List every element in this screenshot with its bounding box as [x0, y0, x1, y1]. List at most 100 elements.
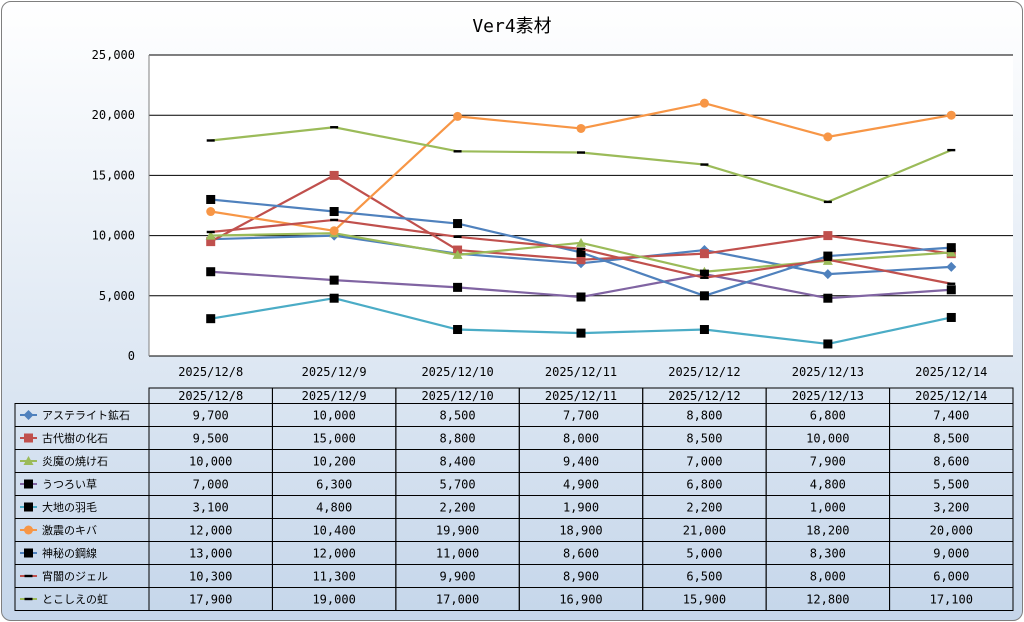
table-value: 6,800 [810, 409, 846, 423]
table-value: 12,800 [806, 593, 849, 607]
data-point [946, 312, 956, 322]
data-point [206, 207, 216, 217]
legend-label: 古代樹の化石 [42, 431, 108, 445]
data-point [576, 255, 586, 265]
y-axis-ticks: 0 5,000 10,000 15,000 20,000 25,000 [92, 48, 135, 363]
data-point [699, 325, 709, 335]
table-value: 9,000 [933, 547, 969, 561]
data-point [946, 285, 956, 295]
table-value: 2,200 [440, 501, 476, 515]
data-point [947, 148, 956, 152]
data-point [206, 139, 215, 142]
data-point [823, 293, 833, 303]
table-value: 11,000 [436, 547, 479, 561]
table-value: 6,500 [686, 570, 722, 584]
table-header-label: 2025/12/12 [668, 389, 740, 403]
table-value: 8,400 [440, 455, 476, 469]
table-value: 1,000 [810, 501, 846, 515]
table-value: 6,000 [933, 570, 969, 584]
y-tick-label: 10,000 [92, 229, 135, 243]
legend-label: 激震のキバ [42, 523, 97, 537]
table-value: 17,100 [930, 593, 973, 607]
table-cell [889, 587, 1014, 611]
x-tick-label: 2025/12/11 [545, 365, 617, 379]
table-value: 6,800 [686, 478, 722, 492]
table-value: 7,000 [193, 478, 229, 492]
table-value: 8,000 [563, 432, 599, 446]
table-value: 15,900 [683, 593, 726, 607]
data-point [823, 132, 833, 142]
data-point [823, 258, 832, 261]
table-value: 19,900 [436, 524, 479, 538]
data-point [330, 218, 339, 222]
table-header-label: 2025/12/14 [915, 389, 987, 403]
series [206, 126, 956, 204]
data-point [576, 123, 586, 133]
x-tick-label: 2025/12/13 [792, 365, 864, 379]
legend-label: 炎魔の焼け石 [42, 454, 108, 468]
table-value: 21,000 [683, 524, 726, 538]
legend-label: 大地の羽毛 [42, 500, 97, 514]
table-value: 9,700 [193, 409, 229, 423]
legend-marker [24, 525, 33, 535]
legend-label: うつろい草 [42, 478, 97, 491]
data-point [453, 150, 462, 153]
data-point [823, 339, 833, 349]
chart-title: Ver4素材 [472, 16, 551, 37]
data-point [206, 237, 216, 247]
table-value: 3,200 [933, 501, 969, 515]
table-value: 10,400 [312, 524, 355, 538]
table-value: 1,900 [563, 501, 599, 515]
table-value: 4,800 [810, 478, 846, 492]
table-value: 5,500 [933, 478, 969, 492]
table-value: 10,000 [806, 432, 849, 446]
data-point [700, 276, 709, 279]
table-value: 8,600 [933, 455, 969, 469]
x-tick-label: 2025/12/10 [421, 365, 493, 379]
table-value: 5,000 [686, 547, 722, 561]
x-tick-label: 2025/12/12 [668, 365, 740, 379]
table-value: 18,200 [806, 524, 849, 538]
y-tick-label: 0 [128, 349, 135, 363]
table-value: 16,900 [559, 593, 602, 607]
table-value: 5,700 [440, 478, 476, 492]
table-value: 20,000 [930, 524, 973, 538]
data-point [453, 282, 463, 292]
table-value: 7,700 [563, 409, 599, 423]
data-point [452, 249, 463, 259]
table-value: 8,000 [810, 570, 846, 584]
data-point [206, 267, 216, 277]
table-value: 19,000 [312, 593, 355, 607]
data-point [576, 328, 586, 338]
table-value: 7,000 [686, 455, 722, 469]
data-point [946, 243, 956, 253]
data-table: 2025/12/8 2025/12/9 2025/12/10 2025/12/11 20… [14, 387, 1014, 611]
table-value: 8,500 [933, 432, 969, 446]
table-value: 6,300 [316, 478, 352, 492]
data-point [453, 325, 463, 335]
table-header-label: 2025/12/9 [302, 389, 367, 403]
table-value: 9,500 [193, 432, 229, 446]
legend-marker [24, 479, 33, 489]
table-value: 4,900 [563, 478, 599, 492]
table-value: 4,800 [316, 501, 352, 515]
data-point [577, 247, 585, 251]
data-point [205, 230, 216, 240]
table-value: 12,000 [189, 524, 232, 538]
data-point [699, 291, 709, 301]
legend-label: 宵闇のジェル [42, 569, 108, 583]
data-point [947, 282, 956, 285]
data-point [453, 235, 462, 239]
data-point [330, 126, 339, 129]
x-tick-label: 2025/12/9 [302, 365, 367, 379]
table-value: 11,300 [312, 570, 355, 584]
legend-label: 神秘の鋼線 [42, 546, 97, 560]
data-point [700, 163, 709, 166]
y-tick-label: 15,000 [92, 168, 135, 182]
y-tick-label: 25,000 [92, 48, 135, 62]
legend-marker [24, 574, 33, 578]
table-value: 18,900 [559, 524, 602, 538]
table-value: 10,300 [189, 570, 232, 584]
data-point [946, 110, 956, 120]
